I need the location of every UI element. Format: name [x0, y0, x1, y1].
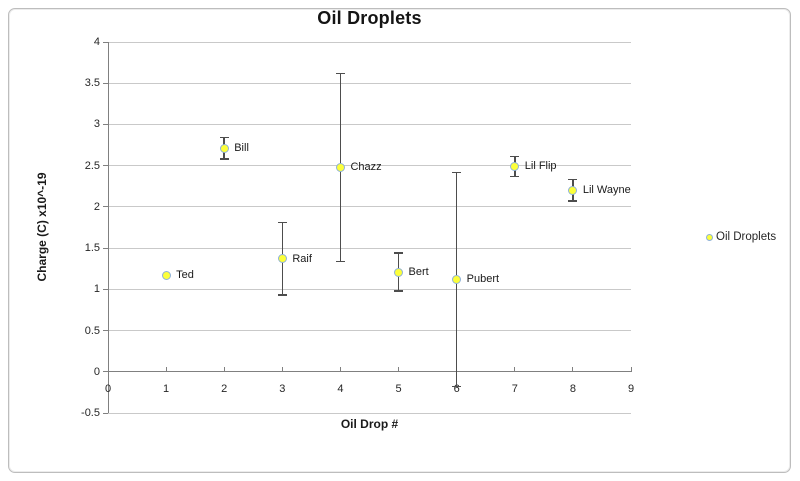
chart-border: [8, 8, 791, 473]
error-bar-top-cap: [394, 252, 404, 254]
y-tick-label: 3.5: [84, 77, 100, 90]
y-tick-label: 0: [93, 365, 100, 378]
y-tick-label: 4: [93, 36, 100, 48]
gridline: [108, 206, 631, 208]
gridline: [108, 123, 631, 125]
chart-title: Oil Droplets: [317, 8, 422, 28]
y-tick-mark: [103, 41, 108, 43]
x-tick-mark: [339, 366, 341, 372]
y-tick-mark: [103, 371, 108, 373]
y-tick-mark: [103, 82, 108, 84]
x-tick-mark: [107, 366, 109, 372]
error-bar-bottom-cap: [335, 260, 345, 263]
x-tick-mark: [165, 366, 167, 372]
x-tick-label: 4: [337, 382, 344, 395]
x-tick-mark: [223, 366, 225, 372]
x-tick-mark: [514, 366, 516, 372]
x-tick-mark: [630, 366, 632, 372]
y-tick-mark: [103, 206, 108, 208]
data-point-marker[interactable]: [394, 267, 404, 277]
x-axis-title: Oil Drop #: [340, 417, 399, 431]
data-point-label: Raif: [292, 252, 312, 265]
y-tick-mark: [103, 412, 108, 414]
x-tick-label: 8: [569, 382, 576, 395]
error-bar-bottom-cap: [568, 200, 578, 202]
error-bar-top-cap: [510, 155, 520, 158]
data-point-marker[interactable]: [452, 274, 462, 284]
error-bar-bottom-cap: [394, 290, 404, 292]
legend[interactable]: Oil Droplets: [706, 231, 776, 243]
data-point-label: Lil Flip: [524, 160, 557, 173]
y-tick-mark: [103, 330, 108, 332]
y-tick-mark: [103, 288, 108, 290]
data-point-marker[interactable]: [568, 185, 578, 195]
x-tick-label: 3: [279, 382, 286, 395]
data-point-marker[interactable]: [277, 254, 287, 264]
data-point-label: Ted: [176, 269, 194, 282]
error-bar-top-cap: [568, 178, 578, 181]
series-marker-icon: [706, 233, 713, 241]
x-tick-label: 2: [221, 382, 228, 395]
error-bar-top-cap: [277, 221, 287, 224]
data-point-label: Bill: [234, 142, 249, 155]
gridline: [108, 82, 631, 84]
data-point-marker[interactable]: [335, 162, 345, 172]
data-point-label: Bert: [408, 266, 429, 279]
gridline: [108, 412, 631, 414]
y-tick-mark: [103, 123, 108, 125]
y-tick-mark: [103, 165, 108, 167]
error-bar-top-cap: [219, 136, 229, 139]
data-point-label: Lil Wayne: [582, 184, 631, 197]
x-tick-label: 7: [511, 382, 518, 395]
gridline: [108, 288, 631, 290]
y-tick-label: -0.5: [81, 407, 100, 419]
y-tick-label: 0.5: [84, 324, 100, 337]
x-tick-label: 9: [627, 382, 635, 395]
data-point-marker[interactable]: [219, 143, 229, 153]
gridline: [108, 247, 631, 249]
x-tick-mark: [398, 366, 400, 372]
y-tick-label: 1.5: [84, 242, 100, 255]
x-tick-label: 6: [453, 382, 460, 395]
y-tick-mark: [103, 247, 108, 249]
data-point-label: Chazz: [350, 161, 382, 174]
gridline: [108, 41, 631, 43]
y-axis-line: [107, 42, 109, 413]
y-tick-label: 2.5: [84, 159, 100, 172]
x-tick-label: 1: [163, 382, 170, 395]
x-tick-label: 5: [395, 382, 402, 395]
error-bar-bottom-cap: [452, 385, 462, 388]
y-tick-label: 3: [93, 118, 100, 131]
gridline: [108, 165, 631, 167]
data-point-label: Pubert: [466, 273, 500, 286]
data-point-marker[interactable]: [510, 161, 520, 171]
gridline: [108, 330, 631, 332]
error-bar-bottom-cap: [510, 175, 520, 178]
legend-label: Oil Droplets: [716, 231, 777, 243]
x-axis-line: [108, 371, 631, 373]
error-bar-top-cap: [335, 72, 345, 75]
x-tick-label: 0: [104, 382, 112, 395]
data-point-marker[interactable]: [161, 270, 171, 280]
x-tick-mark: [281, 366, 283, 372]
error-bar-bottom-cap: [219, 158, 229, 160]
error-bar-bottom-cap: [277, 294, 287, 296]
y-tick-label: 2: [93, 200, 100, 213]
y-tick-label: 1: [93, 283, 100, 296]
x-tick-mark: [572, 366, 574, 372]
error-bar-top-cap: [452, 171, 462, 173]
